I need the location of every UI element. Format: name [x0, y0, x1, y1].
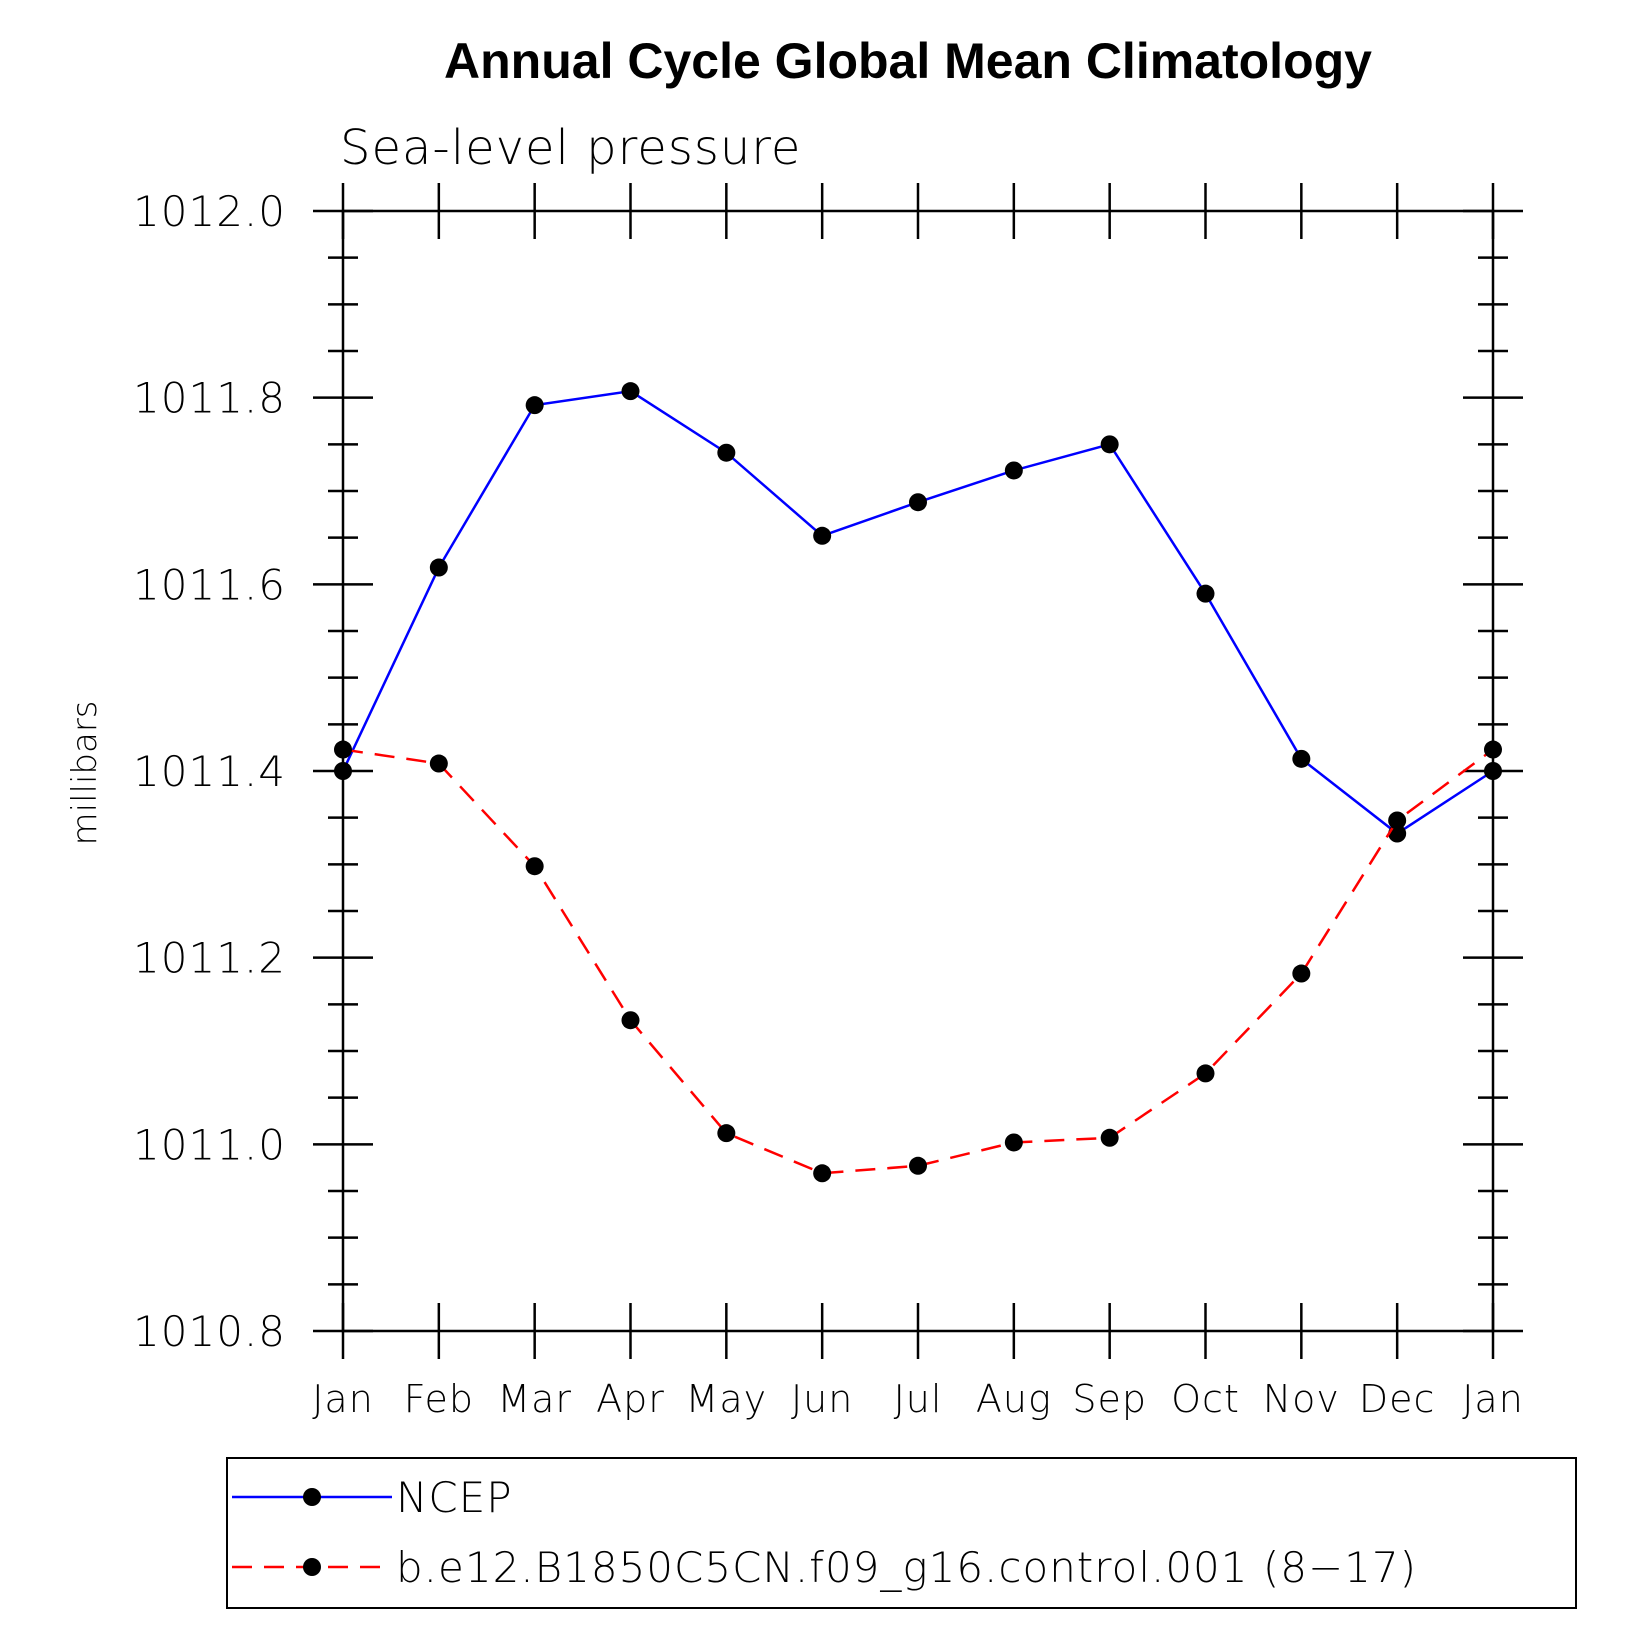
series-point — [621, 382, 640, 401]
y-axis-label: millibars — [65, 700, 105, 845]
series-1 — [334, 382, 1502, 843]
legend-marker-2 — [303, 1558, 321, 1576]
series-point — [334, 762, 352, 780]
x-tick-label: Nov — [1263, 1377, 1340, 1421]
series-point — [813, 526, 832, 545]
series-point — [1004, 461, 1023, 480]
series-point — [1484, 762, 1502, 780]
chart-title: Annual Cycle Global Mean Climatology — [444, 33, 1372, 89]
y-tick-label: 1011.8 — [133, 374, 286, 423]
x-tick-label: May — [686, 1377, 768, 1421]
series-point — [1100, 435, 1119, 454]
x-tick-label: Jun — [791, 1377, 853, 1421]
y-tick-label: 1012.0 — [133, 187, 286, 236]
series-point — [429, 558, 448, 577]
series-layer — [334, 382, 1502, 1183]
series-point — [717, 1124, 736, 1143]
y-tick-label: 1011.0 — [133, 1120, 286, 1169]
series-point — [1196, 1064, 1215, 1083]
y-tick-label: 1010.8 — [133, 1307, 286, 1356]
legend: NCEP b.e12.B1850C5CN.f09_g16.control.001 … — [226, 1457, 1577, 1609]
legend-marker-1 — [303, 1488, 321, 1506]
series-point — [1484, 740, 1502, 759]
legend-box — [226, 1457, 1577, 1609]
x-tick-label: Apr — [596, 1377, 665, 1421]
legend-label-1: NCEP — [396, 1473, 513, 1522]
x-tick-label: Mar — [497, 1377, 572, 1421]
legend-label-2: b.e12.B1850C5CN.f09_g16.control.001 (8−1… — [396, 1543, 1417, 1592]
x-tick-label: Jul — [894, 1377, 943, 1421]
y-tick-label: 1011.4 — [133, 747, 286, 796]
y-tick-label: 1011.2 — [133, 934, 286, 983]
series-point — [909, 493, 927, 512]
x-tick-label: Jan — [1462, 1377, 1524, 1421]
series-point — [1292, 749, 1311, 768]
series-point — [717, 443, 736, 462]
series-point — [334, 740, 352, 759]
series-point — [813, 1164, 832, 1183]
series-point — [429, 754, 448, 773]
series-point — [621, 1011, 640, 1030]
series-line — [342, 748, 1494, 1175]
x-tick-label: Feb — [404, 1377, 474, 1421]
series-point — [1388, 811, 1407, 830]
x-tick-label: Sep — [1072, 1377, 1147, 1421]
series-point — [525, 396, 544, 415]
series-2 — [334, 740, 1502, 1183]
x-tick-label: Dec — [1359, 1377, 1436, 1421]
axes: Jan Feb Mar Apr May Jun Jul Aug Sep Oct Nov Dec Jan 1… — [133, 183, 1524, 1421]
series-point — [525, 857, 544, 876]
x-tick-label: Jan — [312, 1377, 374, 1421]
series-point — [1100, 1128, 1119, 1147]
series-point — [909, 1156, 927, 1175]
y-tick-label: 1011.6 — [133, 560, 286, 609]
chart-subtitle: Sea-level pressure — [340, 120, 801, 176]
series-line — [341, 389, 1494, 836]
series-point — [1292, 964, 1311, 983]
x-tick-label: Aug — [976, 1377, 1052, 1421]
series-point — [1004, 1133, 1023, 1152]
series-point — [1196, 584, 1215, 603]
x-tick-label: Oct — [1171, 1377, 1240, 1421]
